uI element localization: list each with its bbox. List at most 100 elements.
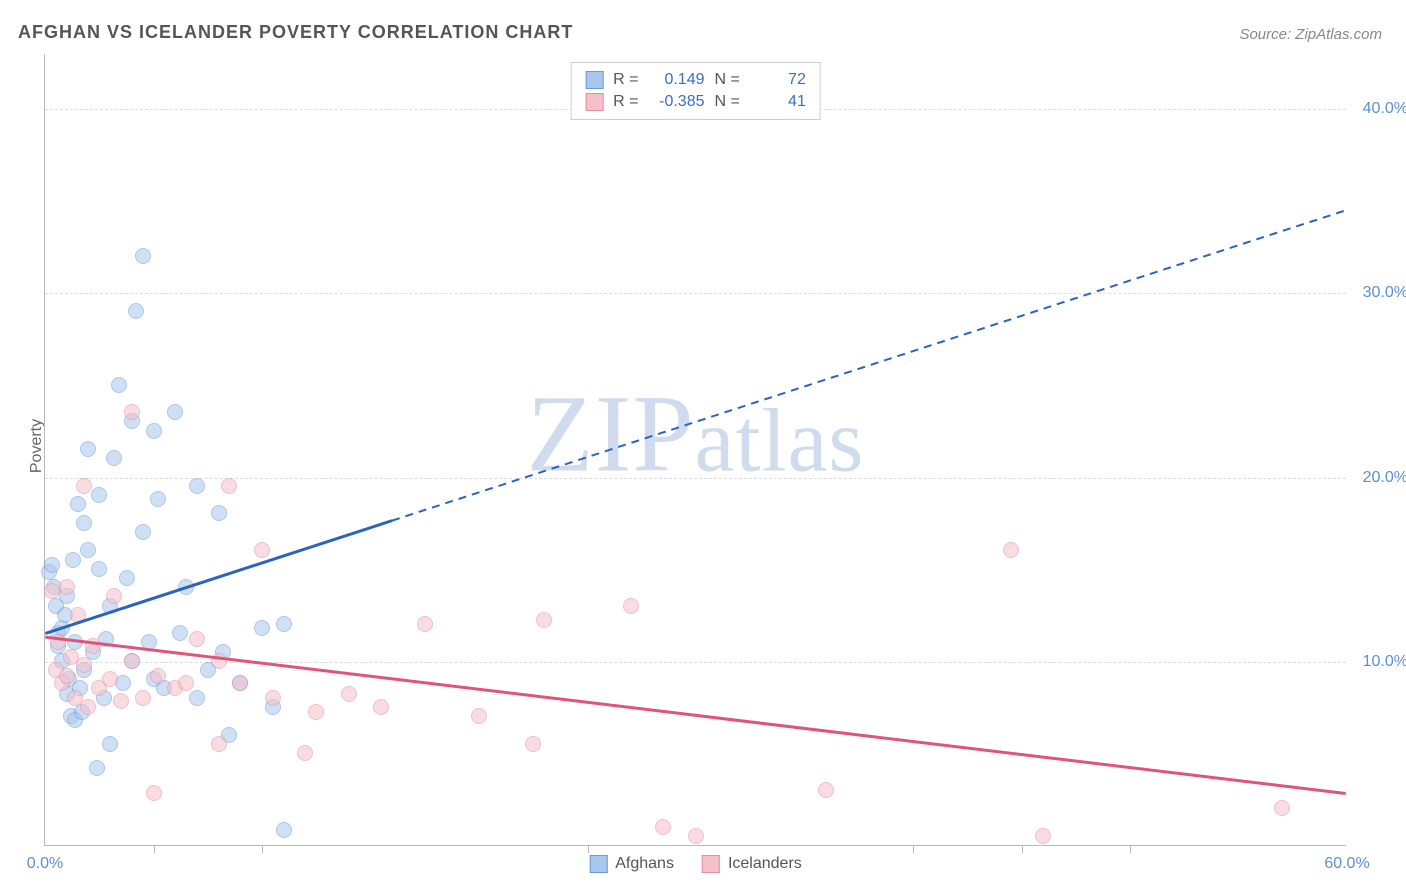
watermark-part2: atlas [695, 391, 865, 490]
scatter-point [44, 583, 60, 599]
scatter-point [141, 634, 157, 650]
scatter-point [59, 668, 75, 684]
scatter-point [189, 631, 205, 647]
scatter-point [91, 561, 107, 577]
scatter-point [76, 657, 92, 673]
scatter-point [297, 745, 313, 761]
scatter-point [341, 686, 357, 702]
n-value-afghans: 72 [750, 71, 806, 89]
scatter-point [76, 515, 92, 531]
gridline-h [45, 662, 1346, 663]
scatter-point [471, 708, 487, 724]
scatter-point [89, 760, 105, 776]
series-legend: Afghans Icelanders [589, 855, 802, 873]
gridline-h [45, 293, 1346, 294]
scatter-point [111, 377, 127, 393]
scatter-point [254, 620, 270, 636]
legend-label-afghans: Afghans [615, 855, 674, 873]
scatter-point [65, 552, 81, 568]
scatter-point [135, 690, 151, 706]
trend-line-solid [45, 521, 392, 634]
x-tick [913, 845, 914, 853]
scatter-point [211, 736, 227, 752]
scatter-point [70, 496, 86, 512]
x-tick [1130, 845, 1131, 853]
watermark: ZIPatlas [527, 370, 865, 497]
scatter-point [106, 588, 122, 604]
scatter-point [818, 782, 834, 798]
scatter-point [150, 491, 166, 507]
trend-line-solid [45, 637, 1345, 793]
scatter-point [146, 423, 162, 439]
scatter-point [150, 668, 166, 684]
scatter-point [536, 612, 552, 628]
scatter-point [189, 478, 205, 494]
scatter-point [623, 598, 639, 614]
scatter-point [44, 557, 60, 573]
scatter-point [211, 505, 227, 521]
y-tick-label: 40.0% [1353, 100, 1406, 118]
watermark-part1: ZIP [527, 372, 695, 494]
scatter-point [119, 570, 135, 586]
scatter-point [265, 690, 281, 706]
r-value-icelanders: -0.385 [649, 93, 705, 111]
x-tick [262, 845, 263, 853]
r-value-afghans: 0.149 [649, 71, 705, 89]
swatch-icelanders [585, 93, 603, 111]
y-tick-label: 20.0% [1353, 469, 1406, 487]
scatter-point [1035, 828, 1051, 844]
r-label: R = [613, 71, 638, 89]
scatter-point [135, 524, 151, 540]
scatter-point [102, 736, 118, 752]
legend-item-icelanders: Icelanders [702, 855, 802, 873]
scatter-point [178, 675, 194, 691]
scatter-point [80, 542, 96, 558]
scatter-point [113, 693, 129, 709]
scatter-point [178, 579, 194, 595]
scatter-point [308, 704, 324, 720]
scatter-point [373, 699, 389, 715]
scatter-point [70, 607, 86, 623]
scatter-point [85, 638, 101, 654]
swatch-icelanders [702, 855, 720, 873]
scatter-point [124, 404, 140, 420]
x-tick [154, 845, 155, 853]
scatter-point [276, 616, 292, 632]
correlation-legend: R = 0.149 N = 72 R = -0.385 N = 41 [570, 62, 821, 120]
scatter-point [80, 699, 96, 715]
scatter-point [221, 478, 237, 494]
chart-container: AFGHAN VS ICELANDER POVERTY CORRELATION … [0, 0, 1406, 892]
scatter-point [135, 248, 151, 264]
y-tick-label: 30.0% [1353, 284, 1406, 302]
scatter-point [124, 653, 140, 669]
scatter-point [80, 441, 96, 457]
plot-area: ZIPatlas R = 0.149 N = 72 R = -0.385 N =… [44, 54, 1346, 846]
n-label: N = [715, 93, 740, 111]
scatter-point [76, 478, 92, 494]
source-attribution: Source: ZipAtlas.com [1239, 26, 1382, 43]
legend-label-icelanders: Icelanders [728, 855, 802, 873]
legend-item-afghans: Afghans [589, 855, 674, 873]
swatch-afghans [589, 855, 607, 873]
scatter-point [189, 690, 205, 706]
scatter-point [417, 616, 433, 632]
x-tick-label: 0.0% [27, 855, 63, 873]
n-value-icelanders: 41 [750, 93, 806, 111]
scatter-point [232, 675, 248, 691]
scatter-point [146, 785, 162, 801]
scatter-point [276, 822, 292, 838]
y-tick-label: 10.0% [1353, 653, 1406, 671]
scatter-point [525, 736, 541, 752]
r-label: R = [613, 93, 638, 111]
scatter-point [50, 634, 66, 650]
scatter-point [254, 542, 270, 558]
scatter-point [167, 404, 183, 420]
scatter-point [688, 828, 704, 844]
scatter-point [128, 303, 144, 319]
scatter-point [91, 487, 107, 503]
x-tick [1022, 845, 1023, 853]
x-tick-label: 60.0% [1324, 855, 1369, 873]
legend-row-afghans: R = 0.149 N = 72 [585, 69, 806, 91]
scatter-point [102, 671, 118, 687]
scatter-point [655, 819, 671, 835]
